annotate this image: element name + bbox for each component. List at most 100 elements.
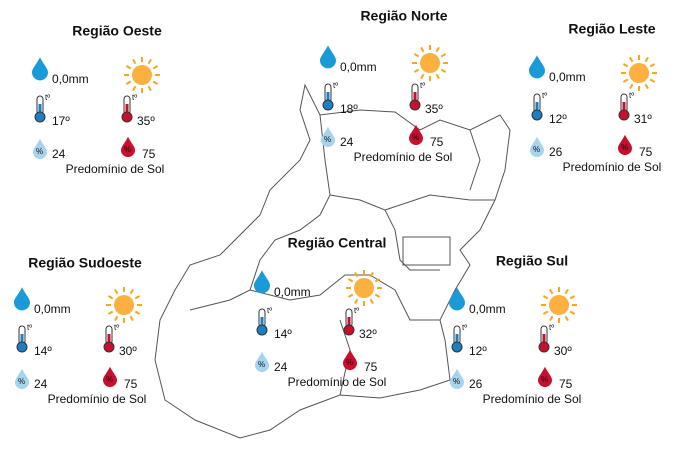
temp-min: 14º — [34, 344, 52, 358]
sun-ray — [152, 80, 159, 85]
temperature-symbol: tº — [27, 323, 32, 332]
humidity-min: 26 — [469, 377, 483, 391]
humidity-drop — [618, 134, 633, 156]
sun-ray — [542, 295, 549, 300]
sun-ray — [374, 278, 381, 283]
humidity-min: 24 — [52, 147, 66, 161]
temp-min: 12º — [469, 344, 487, 358]
rain: 0,0mm — [549, 70, 586, 84]
sun-ray — [132, 85, 137, 92]
sun-ray — [622, 78, 629, 83]
humidity-drop — [538, 366, 552, 388]
temp-max: 31º — [634, 112, 652, 126]
humidity-max: 75 — [430, 135, 444, 149]
humidity-min: 26 — [549, 145, 563, 159]
thermometer-level — [455, 334, 459, 344]
sun-ray — [413, 53, 420, 58]
temp-min: 12º — [549, 112, 567, 126]
region-title: Região Central — [288, 235, 387, 251]
rain: 0,0mm — [34, 302, 71, 316]
humidity-symbol: % — [36, 147, 43, 156]
temperature-symbol: tº — [333, 81, 338, 90]
condition: Predomínio de Sol — [483, 392, 582, 406]
humidity-max: 75 — [142, 147, 156, 161]
sun-ray — [649, 78, 656, 83]
humidity-drop — [121, 136, 135, 158]
sun-ray — [629, 56, 634, 63]
sun-ray — [413, 68, 420, 73]
sun-ray — [622, 63, 629, 68]
thermometer-bulb — [34, 111, 46, 123]
sun-ray — [354, 298, 359, 305]
rain-drop — [254, 270, 270, 294]
region-title: Região Leste — [568, 21, 655, 37]
humidity-symbol: % — [541, 375, 548, 384]
humidity-drop — [15, 368, 30, 390]
sun-ray — [114, 288, 119, 295]
sun-ray — [374, 293, 381, 298]
sun-ray — [125, 65, 132, 70]
thermometer-bulb — [538, 341, 550, 353]
humidity-drop — [530, 136, 544, 158]
temperature-symbol: tº — [45, 93, 50, 102]
thermometer-level — [326, 92, 330, 102]
temp-min: 17º — [52, 114, 70, 128]
sun-ray — [564, 288, 569, 295]
sun-ray — [649, 63, 656, 68]
thermometer-bulb — [16, 341, 28, 353]
humidity-symbol: % — [412, 133, 419, 142]
sun-ray — [114, 315, 119, 322]
humidity-symbol: % — [533, 145, 540, 154]
thermometer-level — [535, 102, 539, 112]
sun-ray — [542, 310, 549, 315]
sun-ray — [147, 58, 152, 65]
sun-ray — [369, 271, 374, 278]
humidity-symbol: % — [453, 377, 460, 386]
rain-drop — [320, 45, 336, 69]
condition: Predomínio de Sol — [563, 160, 662, 174]
sun-ray — [629, 83, 634, 90]
sun-ray — [152, 65, 159, 70]
humidity-min: 24 — [34, 377, 48, 391]
humidity-drop — [321, 126, 335, 148]
thermometer-bulb — [121, 111, 133, 123]
thermometer-bulb — [343, 324, 355, 336]
sun-ray — [129, 315, 134, 322]
temp-max: 32º — [359, 327, 377, 341]
humidity-symbol: % — [258, 360, 265, 369]
temperature-symbol: tº — [420, 81, 425, 90]
temperature-symbol: tº — [114, 323, 119, 332]
condition: Predomínio de Sol — [354, 150, 453, 164]
temperature-symbol: tº — [462, 323, 467, 332]
sun-ray — [435, 73, 440, 80]
thermometer-bulb — [451, 341, 463, 353]
condition: Predomínio de Sol — [288, 375, 387, 389]
sun-ray — [420, 46, 425, 53]
rain-drop — [32, 57, 48, 81]
region-title: Região Norte — [360, 8, 447, 24]
thermometer-level — [347, 317, 351, 327]
sun — [132, 65, 152, 85]
condition: Predomínio de Sol — [48, 392, 147, 406]
sun-ray — [569, 310, 576, 315]
thermometer-bulb — [256, 324, 268, 336]
sun — [420, 53, 440, 73]
humidity-drop — [103, 366, 117, 388]
sun-ray — [420, 73, 425, 80]
sun — [549, 295, 569, 315]
sun-ray — [107, 295, 114, 300]
sun — [354, 278, 374, 298]
thermometer-level — [20, 334, 24, 344]
temp-max: 35º — [137, 114, 155, 128]
sun-ray — [147, 85, 152, 92]
thermometer-level — [413, 92, 417, 102]
sun-ray — [354, 271, 359, 278]
sun-ray — [134, 310, 141, 315]
region-title: Região Sudoeste — [28, 255, 142, 271]
rain-drop — [14, 287, 30, 311]
humidity-symbol: % — [621, 143, 628, 152]
